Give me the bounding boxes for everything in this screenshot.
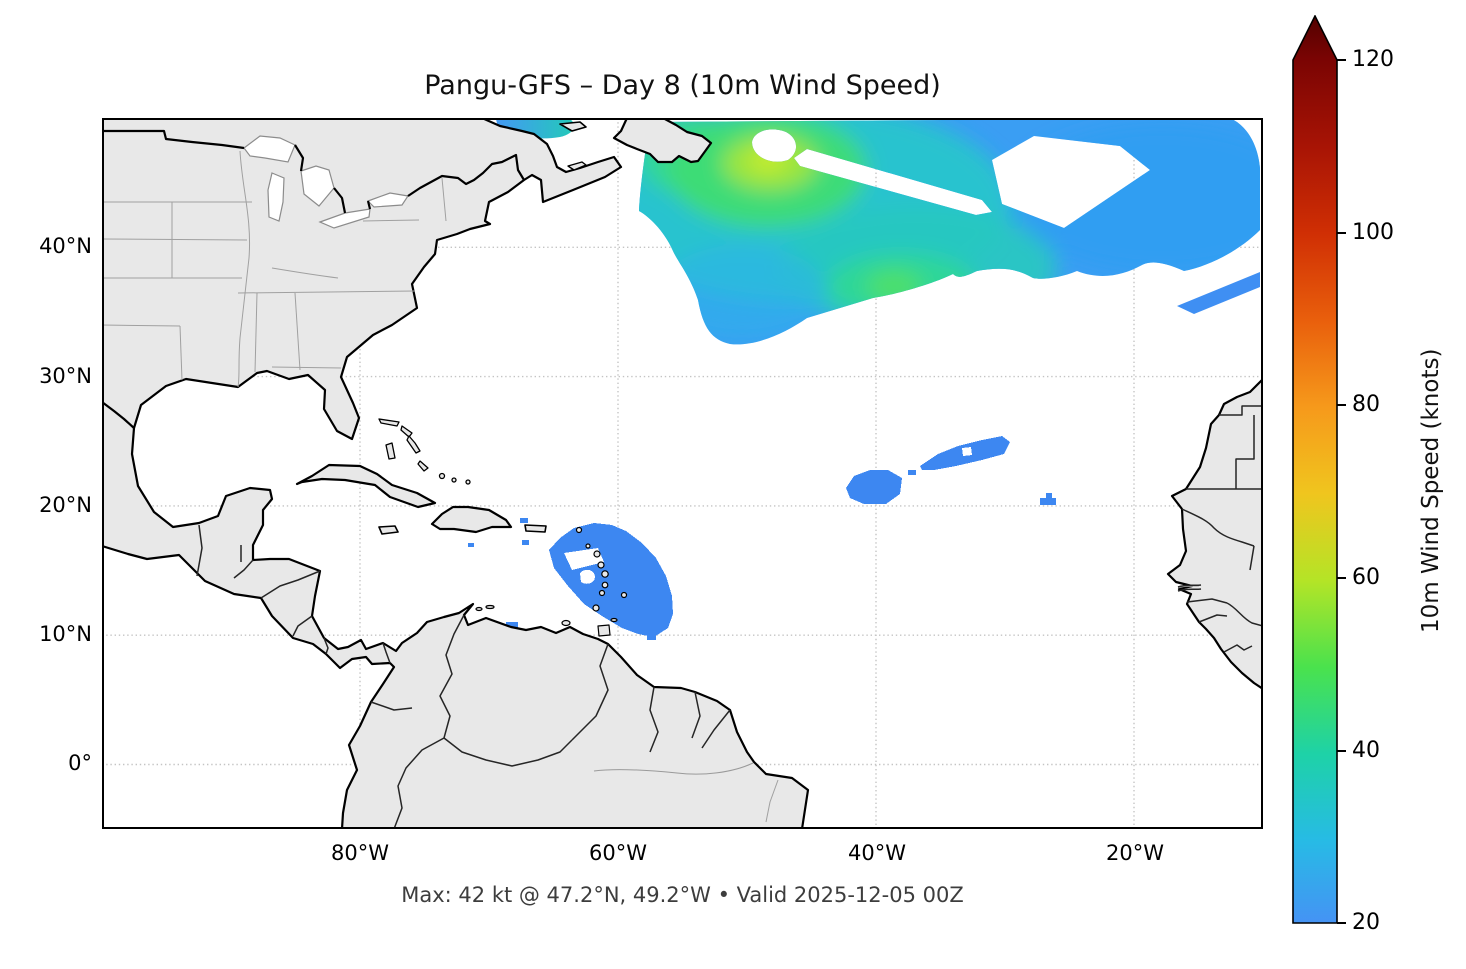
colorbar-tick-label-40: 40 <box>1352 738 1380 763</box>
landmass-newfoundland <box>612 116 713 164</box>
lat-tick-label-20n: 20°N <box>39 493 92 517</box>
lat-tick-label-10n: 10°N <box>39 622 92 646</box>
country-borders <box>196 405 1264 830</box>
lat-tick-label-40n: 40°N <box>39 234 92 258</box>
landmass-cuba <box>295 463 437 509</box>
landmass-pei <box>567 161 587 171</box>
landmass-puerto-rico <box>524 524 547 533</box>
lon-tick-label-40w: 40°W <box>848 841 906 865</box>
wind-specks-central <box>908 470 1056 505</box>
lon-tick-label-20w: 20°W <box>1106 841 1164 865</box>
thick-national-borders <box>101 129 525 429</box>
colorbar <box>1292 14 1348 927</box>
wind-blob-caribbean <box>549 523 673 637</box>
state-borders <box>101 150 1200 823</box>
max-annotation-caption: Max: 42 kt @ 47.2°N, 49.2°W • Valid 2025… <box>401 883 964 907</box>
landmass-jamaica <box>378 525 399 535</box>
lat-tick-label-0: 0° <box>68 751 92 775</box>
atlantic-map <box>100 116 1265 831</box>
page-title: Pangu-GFS – Day 8 (10m Wind Speed) <box>424 70 941 101</box>
colorbar-axis-label: 10m Wind Speed (knots) <box>1418 348 1444 633</box>
landmass-bahamas <box>378 418 471 485</box>
landmass-hispaniola <box>430 505 513 534</box>
great-lakes <box>243 135 410 229</box>
map-canvas <box>100 116 1265 831</box>
colorbar-tick-label-80: 80 <box>1352 392 1380 417</box>
colorbar-tick-label-20: 20 <box>1352 910 1380 935</box>
wind-blob-ne-sliver <box>1177 272 1260 314</box>
landmass-anticosti <box>559 121 587 132</box>
colorbar-tick-label-60: 60 <box>1352 565 1380 590</box>
landmass-africa <box>1166 377 1265 691</box>
wind-blob-central-2 <box>920 436 1010 470</box>
wind-blob-central-1 <box>846 470 902 504</box>
colorbar-tick-label-100: 100 <box>1352 220 1394 245</box>
colorbar-gradient <box>1292 14 1346 924</box>
colorbar-tick-label-120: 120 <box>1352 47 1394 72</box>
colorbar-ticks <box>1337 59 1346 924</box>
landmass-lesser-antilles <box>475 526 628 637</box>
lat-tick-label-30n: 30°N <box>39 364 92 388</box>
wind-specks-caribbean <box>468 518 656 640</box>
lon-tick-label-60w: 60°W <box>589 841 647 865</box>
lon-tick-label-80w: 80°W <box>331 841 389 865</box>
map-frame <box>102 118 1263 829</box>
